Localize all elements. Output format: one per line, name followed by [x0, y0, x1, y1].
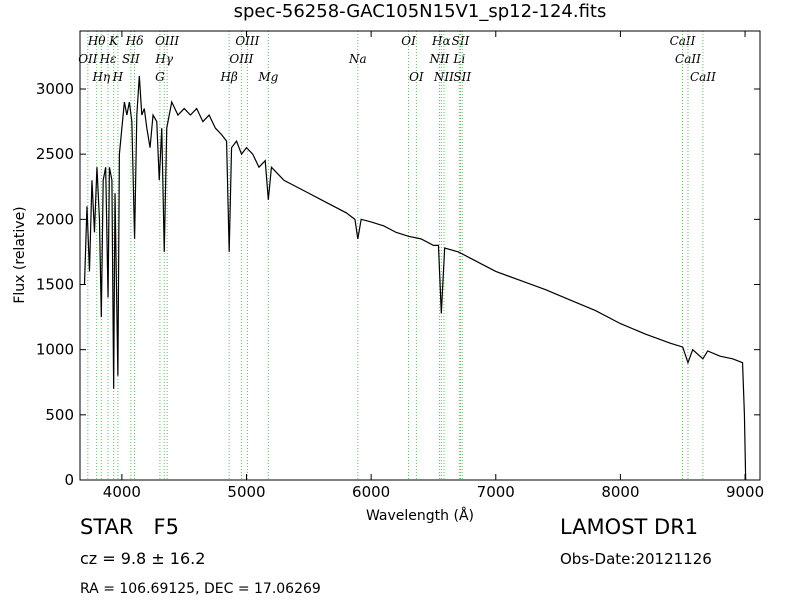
- spectral-line-label: Hθ: [87, 34, 106, 48]
- plot-frame: [79, 30, 761, 481]
- spectral-line-label: Li: [452, 52, 465, 66]
- spectral-line-label: OIII: [155, 34, 179, 48]
- y-tick-label: 0: [64, 471, 74, 489]
- spectral-line-label: NII: [433, 70, 454, 84]
- spectral-line-label: NII: [428, 52, 449, 66]
- spectral-line-label: OIII: [229, 52, 253, 66]
- spectral-line-label: SII: [122, 52, 140, 66]
- obs-date: Obs-Date:20121126: [560, 550, 712, 568]
- spectral-line-label: Hγ: [154, 52, 173, 66]
- spectral-line-label: OI: [409, 70, 424, 84]
- spectral-line-label: Hη: [91, 70, 110, 84]
- spectral-line-label: K: [108, 34, 119, 48]
- y-tick-label: 1500: [36, 275, 74, 293]
- spectral-line-label: OIII: [235, 34, 259, 48]
- coordinates: RA = 106.69125, DEC = 17.06269: [80, 581, 321, 597]
- spectral-line-label: Hε: [99, 52, 117, 66]
- y-axis-label: Flux (relative): [12, 206, 28, 303]
- release: LAMOST DR1: [560, 515, 698, 539]
- object-class: STAR F5: [80, 515, 179, 539]
- spectral-line-label: OI: [401, 34, 416, 48]
- chart-title: spec-56258-GAC105N15V1_sp12-124.fits: [234, 1, 607, 22]
- spectral-line-label: Na: [348, 52, 367, 66]
- spectrum: [83, 75, 747, 481]
- spectral-line-label: SII: [452, 34, 470, 48]
- spectral-line-label: H: [112, 70, 124, 84]
- x-tick-label: 8000: [601, 483, 639, 501]
- y-tick-label: 500: [45, 406, 74, 424]
- spectral-line-label: Hα: [431, 34, 451, 48]
- y-tick-label: 1000: [36, 341, 74, 359]
- redshift: cz = 9.8 ± 16.2: [80, 549, 205, 568]
- spectral-line-label: G: [155, 70, 165, 84]
- spectral-line-label: OII: [78, 52, 98, 66]
- spectral-line-label: CaII: [690, 70, 716, 84]
- y-tick-label: 3000: [36, 80, 74, 98]
- y-tick-label: 2000: [36, 210, 74, 228]
- x-tick-label: 9000: [726, 483, 764, 501]
- x-tick-label: 4000: [103, 483, 141, 501]
- spectral-line-label: CaII: [670, 34, 696, 48]
- spectral-line-label: Hδ: [125, 34, 144, 48]
- spectral-line-label: Hβ: [219, 70, 237, 84]
- spectral-line-label: SII: [453, 70, 471, 84]
- y-tick-label: 2500: [36, 145, 74, 163]
- x-tick-label: 5000: [227, 483, 265, 501]
- spectral-line-label: CaII: [675, 52, 701, 66]
- x-axis-label: Wavelength (Å): [366, 507, 474, 524]
- spectral-line-label: Mg: [257, 70, 278, 84]
- x-tick-label: 6000: [352, 483, 390, 501]
- x-tick-label: 7000: [477, 483, 515, 501]
